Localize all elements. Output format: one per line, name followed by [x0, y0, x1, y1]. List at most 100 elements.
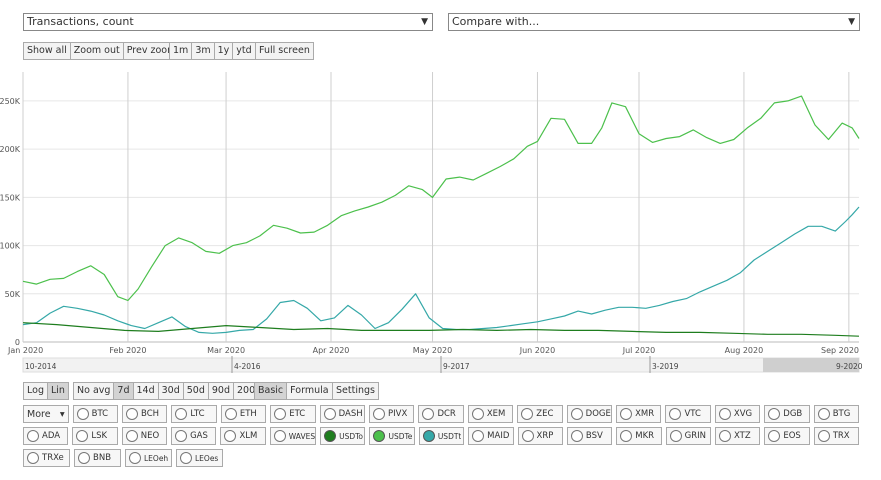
coin-toggle-dash[interactable]: DASH [319, 405, 366, 423]
navigator-selection [763, 358, 859, 372]
coin-toggle-xlm[interactable]: XLM [220, 427, 266, 445]
coin-toggle-dgb[interactable]: DGB [764, 405, 810, 423]
y-axis-ticks: 0 50K 100K 150K 200K 250K [0, 97, 21, 347]
range-1y-button[interactable]: 1y [213, 42, 234, 60]
linear-scale-button[interactable]: Lin [46, 382, 69, 400]
radio-indicator-icon [669, 430, 682, 442]
zoom-out-button[interactable]: Zoom out [69, 42, 124, 60]
coin-toggle-etc[interactable]: ETC [270, 405, 316, 423]
formula-mode-button[interactable]: Formula [286, 382, 333, 400]
coin-toggle-xtz[interactable]: XTZ [714, 427, 761, 445]
y-tick-label: 0 [15, 338, 20, 347]
coin-toggle-ltc[interactable]: LTC [171, 405, 217, 423]
full-screen-button[interactable]: Full screen [255, 42, 314, 60]
radio-indicator-icon [817, 430, 830, 442]
radio-indicator-icon [125, 430, 138, 442]
coin-toggle-mkr[interactable]: MKR [616, 427, 662, 445]
range-ytd-button[interactable]: ytd [232, 42, 256, 60]
coin-label: MKR [635, 431, 655, 441]
coin-label: GAS [190, 431, 208, 441]
avg-none-button[interactable]: No avg [73, 382, 115, 400]
coin-toggle-usdte[interactable]: USDTe [369, 427, 415, 445]
coin-label: VTC [684, 409, 701, 419]
y-tick-label: 100K [0, 242, 21, 251]
coin-toggle-grin[interactable]: GRIN [665, 427, 711, 445]
coin-toggle-ada[interactable]: ADA [23, 427, 69, 445]
coin-toggle-trx[interactable]: TRX [813, 427, 860, 445]
coin-toggle-usdto[interactable]: USDTo [320, 427, 366, 445]
y-tick-label: 250K [0, 97, 21, 106]
coin-label: DGB [783, 409, 803, 419]
x-tick-label: May 2020 [413, 346, 452, 355]
coin-toggle-usdtt[interactable]: USDTt [418, 427, 465, 445]
avg-30d-button[interactable]: 30d [157, 382, 184, 400]
coin-toggle-gas[interactable]: GAS [171, 427, 217, 445]
coin-label: XVG [733, 409, 753, 419]
coin-label: LSK [91, 431, 108, 441]
avg-50d-button[interactable]: 50d [182, 382, 209, 400]
range-navigator: 10-2014 4-2016 9-2017 3-2019 9-2020 [22, 356, 863, 373]
range-1m-button[interactable]: 1m [169, 42, 193, 60]
chart-lines [22, 95, 860, 337]
metric-select[interactable]: Transactions, count ▼ [23, 13, 433, 31]
avg-14d-button[interactable]: 14d [132, 382, 159, 400]
radio-indicator-icon [768, 408, 781, 420]
basic-mode-button[interactable]: Basic [254, 382, 288, 400]
fullscreen-control: Full screen [255, 42, 314, 60]
show-all-button[interactable]: Show all [23, 42, 71, 60]
avg-90d-button[interactable]: 90d [207, 382, 234, 400]
coin-selector: More ▾ BTC BCH LTC ETH ETC DASH PIVX DCR XEM ZEC DOG… [23, 405, 863, 471]
coin-label: BTG [832, 409, 851, 419]
coin-toggle-btc[interactable]: BTC [72, 405, 119, 423]
coin-toggle-vtc[interactable]: VTC [665, 405, 711, 423]
coin-label: XRP [536, 431, 554, 441]
settings-button[interactable]: Settings [332, 382, 379, 400]
coin-label: ETC [289, 409, 306, 419]
coin-label: ZEC [536, 409, 554, 419]
coin-toggle-neo[interactable]: NEO [121, 427, 168, 445]
coin-label: TRXe [42, 453, 64, 463]
more-coins-select[interactable]: More ▾ [23, 405, 69, 423]
log-scale-button[interactable]: Log [23, 382, 48, 400]
coin-toggle-doge[interactable]: DOGE [566, 405, 613, 423]
coin-toggle-xem[interactable]: XEM [467, 405, 514, 423]
coin-toggle-leoes[interactable]: LEOes [176, 449, 223, 467]
coin-toggle-leoeh[interactable]: LEOeh [125, 449, 172, 467]
coin-toggle-bch[interactable]: BCH [122, 405, 168, 423]
coin-label: LEOeh [144, 453, 169, 463]
compare-select[interactable]: Compare with... ▼ [448, 13, 860, 31]
coin-toggle-eos[interactable]: EOS [764, 427, 810, 445]
coin-toggle-trxe[interactable]: TRXe [23, 449, 70, 467]
coin-toggle-maid[interactable]: MAID [468, 427, 514, 445]
coin-toggle-pivx[interactable]: PIVX [369, 405, 415, 423]
navigator-label: 3-2019 [652, 362, 679, 371]
coin-toggle-xmr[interactable]: XMR [616, 405, 662, 423]
coin-label: XEM [486, 409, 506, 419]
coin-label: USDTt [437, 431, 462, 441]
range-3m-button[interactable]: 3m [191, 42, 215, 60]
coin-toggle-dcr[interactable]: DCR [418, 405, 464, 423]
mode-controls: Basic Formula [254, 382, 333, 400]
coin-toggle-eth[interactable]: ETH [220, 405, 267, 423]
radio-indicator-icon [669, 408, 682, 420]
line-chart[interactable]: 0 50K 100K 150K 200K 250K Jan 2020 Feb 2020 Mar… [0, 60, 881, 390]
coin-label: BNB [93, 453, 112, 463]
coin-toggle-xrp[interactable]: XRP [517, 427, 563, 445]
coin-toggle-bnb[interactable]: BNB [74, 449, 121, 467]
x-tick-label: Aug 2020 [725, 346, 764, 355]
coin-toggle-btg[interactable]: BTG [813, 405, 860, 423]
coin-toggle-waves[interactable]: WAVES [269, 427, 317, 445]
x-tick-label: Mar 2020 [207, 346, 245, 355]
radio-indicator-icon [521, 408, 534, 420]
coin-toggle-lsk[interactable]: LSK [72, 427, 118, 445]
x-tick-label: Sep 2020 [821, 346, 859, 355]
coin-toggle-xvg[interactable]: XVG [714, 405, 761, 423]
avg-7d-button[interactable]: 7d [113, 382, 134, 400]
coin-toggle-bsv[interactable]: BSV [566, 427, 613, 445]
coin-toggle-zec[interactable]: ZEC [517, 405, 563, 423]
series-line-usdto [22, 322, 860, 337]
radio-indicator-icon [126, 408, 139, 420]
range-controls: 1m 3m 1y ytd [169, 42, 256, 60]
settings-control: Settings [332, 382, 379, 400]
radio-indicator-icon [323, 408, 336, 420]
